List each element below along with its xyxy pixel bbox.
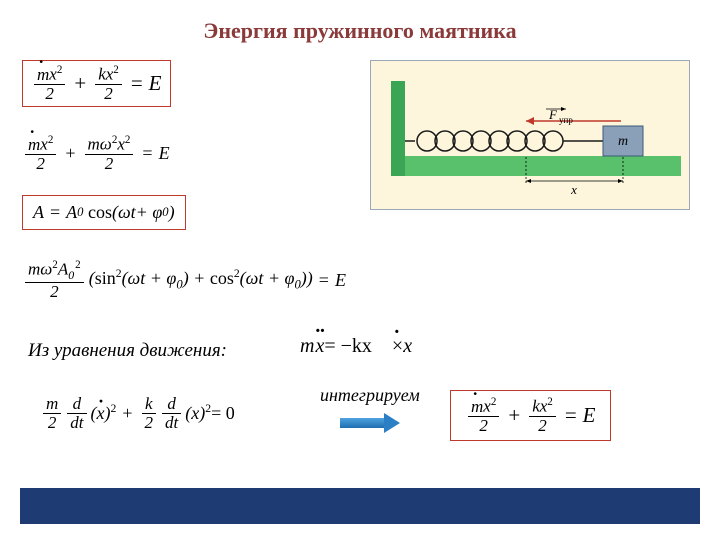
equation-3-box: A = A0 cos(ωt + φ0) (22, 195, 186, 230)
equation-2: mx2 2 + mω2x2 2 = E (22, 135, 170, 172)
arrow-icon (340, 413, 400, 433)
equation-differential: m 2 d dt (x)2 + k 2 d dt (x)2 = 0 (40, 395, 235, 432)
motion-label: Из уравнения движения: (28, 340, 227, 362)
force-label: F (548, 107, 558, 122)
equation-4: mω2A02 2 (sin2(ωt + φ0) + cos2(ωt + φ0))… (22, 260, 346, 300)
block-label: m (618, 134, 628, 149)
x-label: x (570, 182, 577, 197)
spring-diagram: m F упр x (370, 60, 690, 210)
spring-diagram-svg: m F упр x (371, 61, 691, 211)
equation-1-box: mx2 2 + kx2 2 = E (22, 60, 171, 107)
integrate-label: интегрируем (320, 385, 420, 406)
equation-motion: mx = −kx ×x (300, 335, 412, 358)
equation-final-box: mx2 2 + kx2 2 = E (450, 390, 611, 441)
page-title: Энергия пружинного маятника (0, 18, 720, 44)
footer-bar (20, 488, 700, 524)
svg-text:упр: упр (559, 115, 573, 125)
